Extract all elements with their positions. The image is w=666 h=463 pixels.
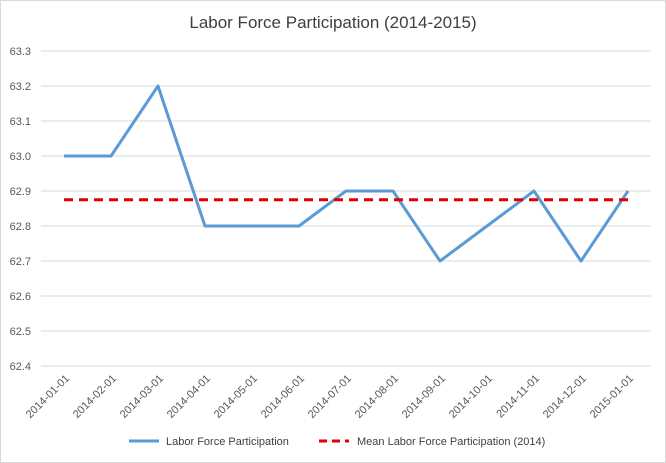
x-tick-label: 2014-05-01 — [212, 373, 260, 421]
x-tick-label: 2015-01-01 — [588, 373, 636, 421]
x-tick-label: 2014-11-01 — [494, 373, 542, 421]
x-tick-label: 2014-07-01 — [306, 373, 354, 421]
x-tick-label: 2014-12-01 — [541, 373, 589, 421]
gridlines — [41, 50, 651, 367]
x-tick-label: 2014-01-01 — [24, 373, 72, 421]
x-tick-label: 2014-03-01 — [118, 373, 166, 421]
legend-label-1: Mean Labor Force Participation (2014) — [357, 436, 545, 448]
x-tick-label: 2014-02-01 — [71, 373, 119, 421]
y-tick-label: 62.6 — [10, 291, 31, 303]
legend: Labor Force Participation Mean Labor Forc… — [129, 436, 545, 448]
x-tick-label: 2014-04-01 — [165, 373, 213, 421]
y-axis: 62.4 62.5 62.6 62.7 62.8 62.9 63.0 63.1 63.2 63.3 — [10, 46, 31, 373]
y-tick-label: 62.4 — [10, 361, 31, 373]
chart-title: Labor Force Participation (2014-2015) — [189, 13, 476, 32]
y-tick-label: 63.2 — [10, 81, 31, 93]
series-layer — [64, 84, 630, 263]
y-tick-label: 63.0 — [10, 151, 31, 163]
y-tick-label: 62.8 — [10, 221, 31, 233]
x-tick-label: 2014-06-01 — [259, 373, 307, 421]
x-axis: 2014-01-012014-02-012014-03-012014-04-01… — [24, 373, 636, 421]
x-tick-label: 2014-10-01 — [447, 373, 495, 421]
x-tick-label: 2014-09-01 — [400, 373, 448, 421]
y-tick-label: 62.5 — [10, 326, 31, 338]
y-tick-label: 63.3 — [10, 46, 31, 58]
x-tick-label: 2014-08-01 — [353, 373, 401, 421]
y-tick-label: 62.9 — [10, 186, 31, 198]
series-line-0 — [64, 84, 630, 263]
y-tick-label: 62.7 — [10, 256, 31, 268]
y-tick-label: 63.1 — [10, 116, 31, 128]
legend-label-0: Labor Force Participation — [166, 436, 289, 448]
